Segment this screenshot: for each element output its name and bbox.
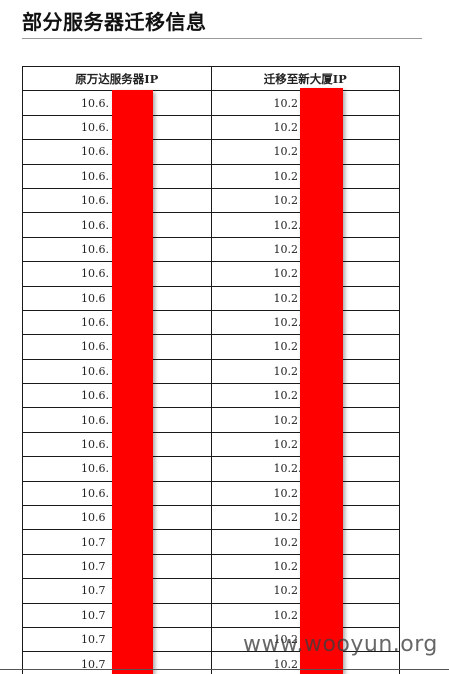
table-header-row: 原万达服务器IP 迁移至新大厦IP [22, 66, 400, 92]
redaction-bar-original-ip [112, 90, 153, 674]
watermark: www.wooyun.org [243, 632, 438, 657]
original-ip-text: 10.7 [81, 584, 106, 598]
new-ip-text: 10.2 [273, 657, 299, 671]
new-ip-text: 10.2 [273, 535, 299, 549]
new-ip-text: 10.2 [273, 608, 299, 622]
new-ip-text: 10.2 [273, 633, 299, 647]
title-underline [22, 38, 422, 39]
new-ip-text: 10.2 [273, 511, 299, 525]
original-ip-text: 10.6. [81, 486, 109, 500]
original-ip-text: 10.6. [81, 145, 109, 159]
original-ip-text: 10.6 [81, 291, 106, 305]
original-ip-text: 10.6. [81, 169, 109, 183]
original-ip-text: 10.6. [81, 340, 109, 354]
original-ip-text: 10.6 [81, 511, 106, 525]
original-ip-text: 10.7 [81, 608, 106, 622]
original-ip-text: 10.6. [81, 462, 109, 476]
new-ip-text: 10.2 [273, 413, 299, 427]
original-ip-text: 10.6. [81, 364, 109, 378]
new-ip-text: 10.2 [273, 291, 299, 305]
original-ip-text: 10.6. [81, 316, 109, 330]
new-ip-text: 10.2 [273, 145, 299, 159]
original-ip-text: 10.7 [81, 560, 106, 573]
new-ip-text: 10.2 [273, 169, 299, 183]
original-ip-text: 10.6. [81, 218, 109, 232]
new-ip-text: 10.2 [273, 560, 299, 573]
original-ip-text: 10.6. [81, 194, 109, 208]
original-ip-text: 10.6. [81, 413, 109, 427]
new-ip-text: 10.2. [273, 218, 302, 232]
redaction-bar-new-ip [300, 88, 343, 674]
table-container: 原万达服务器IP 迁移至新大厦IP 10.6. 10.2 10.6. 10.2 10.6… [22, 66, 400, 674]
new-ip-text: 10.2 [273, 340, 299, 354]
new-ip-text: 10.2 [273, 96, 299, 110]
original-ip-text: 10.6. [81, 267, 109, 281]
page-title: 部分服务器迁移信息 [22, 10, 207, 34]
new-ip-text: 10.2 [273, 389, 299, 403]
original-ip-text: 10.6. [81, 438, 109, 452]
column-header-new-ip: 迁移至新大厦IP [210, 66, 400, 92]
original-ip-text: 10.6. [81, 96, 109, 110]
new-ip-text: 10.2 [273, 438, 299, 452]
new-ip-text: 10.2 [273, 584, 299, 598]
original-ip-text: 10.6. [81, 389, 109, 403]
original-ip-text: 10.6. [81, 242, 109, 256]
new-ip-text: 10.2 [273, 267, 299, 281]
column-header-original-ip: 原万达服务器IP [22, 66, 212, 92]
original-ip-text: 10.7 [81, 633, 106, 647]
page-bottom-line [0, 669, 449, 670]
new-ip-text: 10.2 [273, 486, 299, 500]
server-migration-table: 原万达服务器IP 迁移至新大厦IP 10.6. 10.2 10.6. 10.2 10.6… [22, 66, 400, 674]
new-ip-text: 10.2 [273, 194, 299, 208]
new-ip-text: 10.2 [273, 364, 299, 378]
new-ip-text: 10.2. [273, 316, 302, 330]
original-ip-text: 10.7 [81, 535, 106, 549]
original-ip-text: 10.6. [81, 120, 109, 134]
new-ip-text: 10.2 [273, 242, 299, 256]
new-ip-text: 10.2 [273, 120, 299, 134]
new-ip-text: 10.2. [273, 462, 302, 476]
original-ip-text: 10.7 [81, 657, 106, 671]
